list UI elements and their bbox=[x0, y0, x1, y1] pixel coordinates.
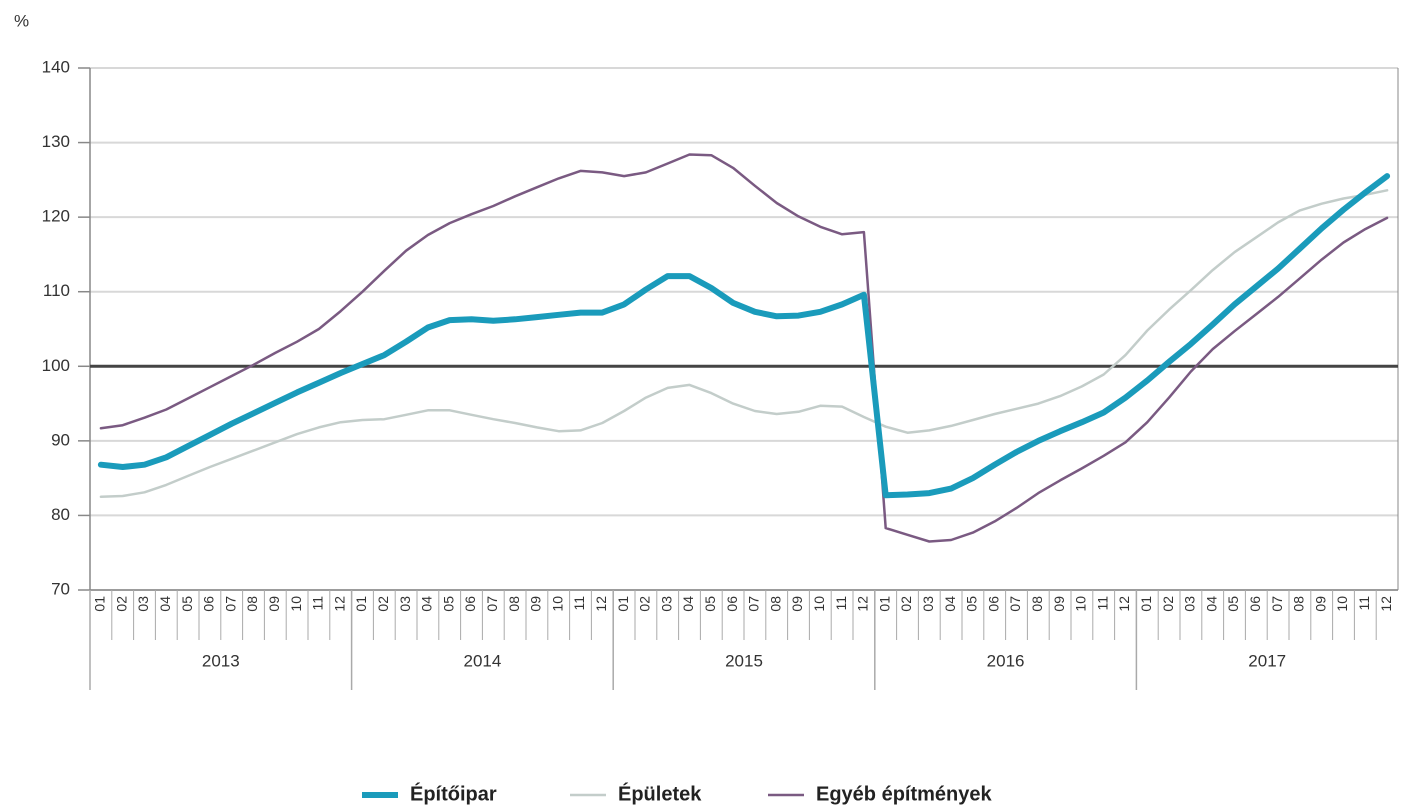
x-tick-label: 03 bbox=[135, 596, 151, 612]
y-tick-label: 110 bbox=[43, 281, 70, 300]
x-tick-label: 04 bbox=[1203, 596, 1219, 612]
x-tick-label: 10 bbox=[1334, 596, 1350, 612]
year-label: 2016 bbox=[987, 651, 1025, 670]
x-tick-label: 03 bbox=[920, 596, 936, 612]
x-tick-label: 07 bbox=[1269, 596, 1285, 612]
x-tick-label: 06 bbox=[462, 596, 478, 612]
x-tick-label: 08 bbox=[1291, 596, 1307, 612]
x-tick-label: 09 bbox=[266, 596, 282, 612]
x-tick-label: 02 bbox=[637, 596, 653, 612]
x-tick-label: 03 bbox=[658, 596, 674, 612]
x-tick-label: 06 bbox=[724, 596, 740, 612]
x-tick-label: 03 bbox=[1182, 596, 1198, 612]
x-tick-label: 01 bbox=[1138, 596, 1154, 612]
x-tick-label: 04 bbox=[942, 596, 958, 612]
x-tick-label: 11 bbox=[310, 596, 326, 611]
x-tick-label: 06 bbox=[1247, 596, 1263, 612]
x-tick-label: 10 bbox=[1073, 596, 1089, 612]
year-label: 2014 bbox=[463, 651, 501, 670]
year-label: 2015 bbox=[725, 651, 763, 670]
x-tick-label: 11 bbox=[1094, 596, 1110, 611]
x-tick-label: 10 bbox=[549, 596, 565, 612]
x-tick-label: 10 bbox=[811, 596, 827, 612]
x-tick-label: 05 bbox=[179, 596, 195, 612]
x-tick-label: 08 bbox=[506, 596, 522, 612]
x-tick-label: 11 bbox=[833, 596, 849, 611]
legend-label: Épületek bbox=[618, 782, 702, 805]
y-tick-label: 90 bbox=[51, 430, 70, 449]
y-tick-label: 70 bbox=[51, 579, 70, 598]
series-line bbox=[97, 173, 1391, 499]
x-tick-label: 12 bbox=[855, 596, 871, 612]
x-tick-label: 03 bbox=[397, 596, 413, 612]
x-tick-label: 12 bbox=[593, 596, 609, 612]
x-tick-label: 07 bbox=[222, 596, 238, 612]
x-tick-label: 02 bbox=[113, 596, 129, 612]
x-tick-label: 09 bbox=[789, 596, 805, 612]
x-tick-label: 07 bbox=[746, 596, 762, 612]
x-tick-label: 01 bbox=[92, 596, 108, 612]
x-tick-label: 10 bbox=[288, 596, 304, 612]
x-tick-label: 01 bbox=[615, 596, 631, 612]
x-tick-label: 05 bbox=[1225, 596, 1241, 612]
x-tick-label: 09 bbox=[1312, 596, 1328, 612]
legend-label: Építőipar bbox=[410, 782, 497, 805]
x-tick-label: 05 bbox=[964, 596, 980, 612]
x-tick-label: 12 bbox=[1116, 596, 1132, 612]
x-tick-label: 04 bbox=[680, 596, 696, 612]
x-tick-label: 08 bbox=[244, 596, 260, 612]
y-tick-label: 130 bbox=[42, 132, 70, 151]
x-tick-label: 07 bbox=[484, 596, 500, 612]
y-tick-label: 80 bbox=[51, 505, 70, 524]
x-tick-label: 01 bbox=[353, 596, 369, 612]
series-line bbox=[99, 189, 1389, 499]
x-tick-label: 08 bbox=[767, 596, 783, 612]
x-tick-label: 11 bbox=[1356, 596, 1372, 611]
legend-label: Egyéb építmények bbox=[816, 783, 993, 805]
x-tick-label: 02 bbox=[898, 596, 914, 612]
year-label: 2017 bbox=[1248, 651, 1286, 670]
x-tick-label: 12 bbox=[1378, 596, 1394, 612]
x-tick-label: 07 bbox=[1007, 596, 1023, 612]
x-tick-label: 02 bbox=[1160, 596, 1176, 612]
x-tick-label: 09 bbox=[528, 596, 544, 612]
year-label: 2013 bbox=[202, 651, 240, 670]
x-tick-label: 01 bbox=[876, 596, 892, 612]
x-tick-label: 09 bbox=[1051, 596, 1067, 612]
x-tick-label: 06 bbox=[201, 596, 217, 612]
y-tick-label: 120 bbox=[42, 207, 70, 226]
x-tick-label: 05 bbox=[702, 596, 718, 612]
x-tick-label: 05 bbox=[440, 596, 456, 612]
x-tick-label: 08 bbox=[1029, 596, 1045, 612]
series-line bbox=[99, 153, 1389, 543]
x-tick-label: 04 bbox=[157, 596, 173, 612]
y-tick-label: 100 bbox=[42, 356, 70, 375]
x-tick-label: 04 bbox=[419, 596, 435, 612]
y-tick-label: 140 bbox=[42, 57, 70, 76]
x-tick-label: 06 bbox=[985, 596, 1001, 612]
y-unit-label: % bbox=[14, 11, 29, 30]
x-tick-label: 02 bbox=[375, 596, 391, 612]
x-tick-label: 12 bbox=[331, 596, 347, 612]
x-tick-label: 11 bbox=[571, 596, 587, 611]
